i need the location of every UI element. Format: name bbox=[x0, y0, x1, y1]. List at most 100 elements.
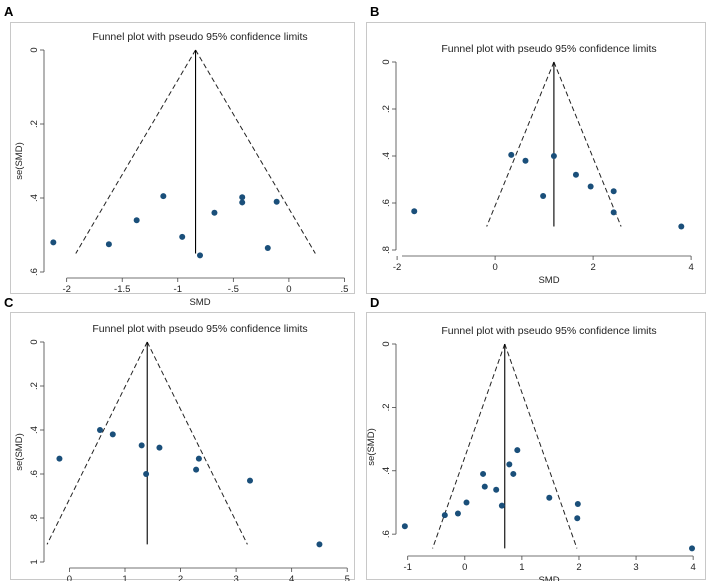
x-axis-label: SMD bbox=[538, 575, 559, 581]
y-tick-label: 0 bbox=[29, 339, 40, 344]
y-tick-label: 0 bbox=[29, 47, 40, 52]
funnel-plot-c: Funnel plot with pseudo 95% confidence l… bbox=[10, 312, 355, 581]
x-tick-label: 5 bbox=[345, 574, 350, 581]
x-axis-label: SMD bbox=[538, 275, 559, 286]
panel-label-c: C bbox=[4, 295, 14, 310]
study-point bbox=[498, 502, 505, 509]
panel-frame bbox=[10, 312, 355, 580]
x-tick-label: -1 bbox=[174, 284, 182, 295]
panel-label-a: A bbox=[4, 4, 14, 19]
study-point bbox=[97, 427, 103, 433]
y-tick-label: 1 bbox=[29, 559, 40, 564]
upper-confidence-limit bbox=[195, 49, 316, 254]
study-point bbox=[572, 171, 579, 178]
study-point bbox=[211, 209, 218, 216]
study-point bbox=[316, 541, 323, 548]
study-point bbox=[105, 241, 112, 248]
study-point bbox=[493, 486, 500, 493]
study-point bbox=[574, 515, 581, 522]
study-point bbox=[480, 470, 487, 477]
funnel-plot-b: Funnel plot with pseudo 95% confidence l… bbox=[366, 22, 706, 294]
study-point bbox=[587, 183, 594, 190]
study-point bbox=[239, 199, 246, 206]
y-tick-label: .2 bbox=[29, 120, 40, 128]
study-point bbox=[273, 198, 280, 205]
x-tick-label: 0 bbox=[67, 574, 72, 581]
x-tick-label: -.5 bbox=[228, 284, 239, 295]
y-tick-label: 0 bbox=[381, 341, 392, 346]
panel-frame bbox=[366, 312, 706, 580]
y-tick-label: .4 bbox=[29, 426, 40, 434]
y-tick-label: .6 bbox=[381, 530, 392, 538]
study-point bbox=[546, 494, 553, 501]
y-tick-label: .8 bbox=[381, 246, 392, 254]
x-tick-label: 3 bbox=[633, 562, 638, 573]
x-tick-label: 4 bbox=[289, 574, 294, 581]
y-tick-label: .6 bbox=[381, 199, 392, 207]
study-point bbox=[454, 510, 461, 517]
study-point bbox=[411, 208, 418, 215]
study-point bbox=[506, 461, 513, 468]
panel-label-d: D bbox=[370, 295, 380, 310]
x-tick-label: 3 bbox=[233, 574, 238, 581]
y-axis-label: se(SMD) bbox=[14, 433, 25, 470]
study-point bbox=[401, 523, 408, 530]
funnel-plot-d: Funnel plot with pseudo 95% confidence l… bbox=[366, 312, 706, 581]
y-tick-label: .2 bbox=[381, 105, 392, 113]
study-point bbox=[610, 209, 617, 216]
chart-title: Funnel plot with pseudo 95% confidence l… bbox=[441, 325, 656, 337]
study-point bbox=[133, 217, 140, 224]
y-tick-label: 0 bbox=[381, 59, 392, 64]
lower-confidence-limit bbox=[486, 61, 555, 227]
y-tick-label: .8 bbox=[29, 514, 40, 522]
panel-frame bbox=[366, 22, 706, 294]
x-tick-label: 4 bbox=[688, 262, 693, 273]
study-point bbox=[481, 483, 488, 490]
upper-confidence-limit bbox=[504, 343, 578, 549]
y-tick-label: .4 bbox=[381, 467, 392, 475]
study-point bbox=[156, 444, 163, 451]
x-tick-label: 0 bbox=[492, 262, 497, 273]
x-tick-label: -2 bbox=[62, 284, 70, 295]
study-point bbox=[510, 470, 517, 477]
y-tick-label: .6 bbox=[29, 268, 40, 276]
study-point bbox=[56, 455, 63, 462]
x-axis-label: SMD bbox=[189, 297, 210, 308]
study-point bbox=[678, 223, 685, 230]
study-point bbox=[522, 157, 529, 164]
x-tick-label: -2 bbox=[393, 262, 401, 273]
study-point bbox=[138, 442, 145, 449]
x-tick-label: 2 bbox=[590, 262, 595, 273]
panel-frame bbox=[10, 22, 355, 294]
study-point bbox=[239, 194, 246, 201]
chart-title: Funnel plot with pseudo 95% confidence l… bbox=[441, 43, 656, 55]
x-tick-label: -1.5 bbox=[114, 284, 130, 295]
y-axis-label: se(SMD) bbox=[14, 142, 25, 179]
x-tick-label: 0 bbox=[286, 284, 291, 295]
x-tick-label: -1 bbox=[403, 562, 411, 573]
study-point bbox=[463, 499, 470, 506]
lower-confidence-limit bbox=[46, 341, 148, 545]
x-tick-label: 1 bbox=[519, 562, 524, 573]
study-point bbox=[550, 153, 557, 159]
x-tick-label: 2 bbox=[576, 562, 581, 573]
y-tick-label: .2 bbox=[381, 403, 392, 411]
study-point bbox=[610, 188, 617, 195]
lower-confidence-limit bbox=[75, 49, 196, 254]
y-axis-label: se(SMD) bbox=[366, 428, 377, 465]
study-point bbox=[540, 192, 547, 199]
panel-label-b: B bbox=[370, 4, 380, 19]
x-tick-label: 4 bbox=[690, 562, 695, 573]
study-point bbox=[441, 512, 448, 519]
funnel-plot-a: Funnel plot with pseudo 95% confidence l… bbox=[10, 22, 355, 308]
chart-title: Funnel plot with pseudo 95% confidence l… bbox=[92, 31, 307, 43]
study-point bbox=[574, 501, 581, 508]
study-point bbox=[109, 431, 116, 438]
x-tick-label: 2 bbox=[178, 574, 183, 581]
x-tick-label: .5 bbox=[340, 284, 348, 295]
study-point bbox=[160, 193, 167, 200]
study-point bbox=[50, 239, 57, 246]
study-point bbox=[193, 466, 200, 473]
y-tick-label: .6 bbox=[29, 470, 40, 478]
y-tick-label: .2 bbox=[29, 382, 40, 390]
